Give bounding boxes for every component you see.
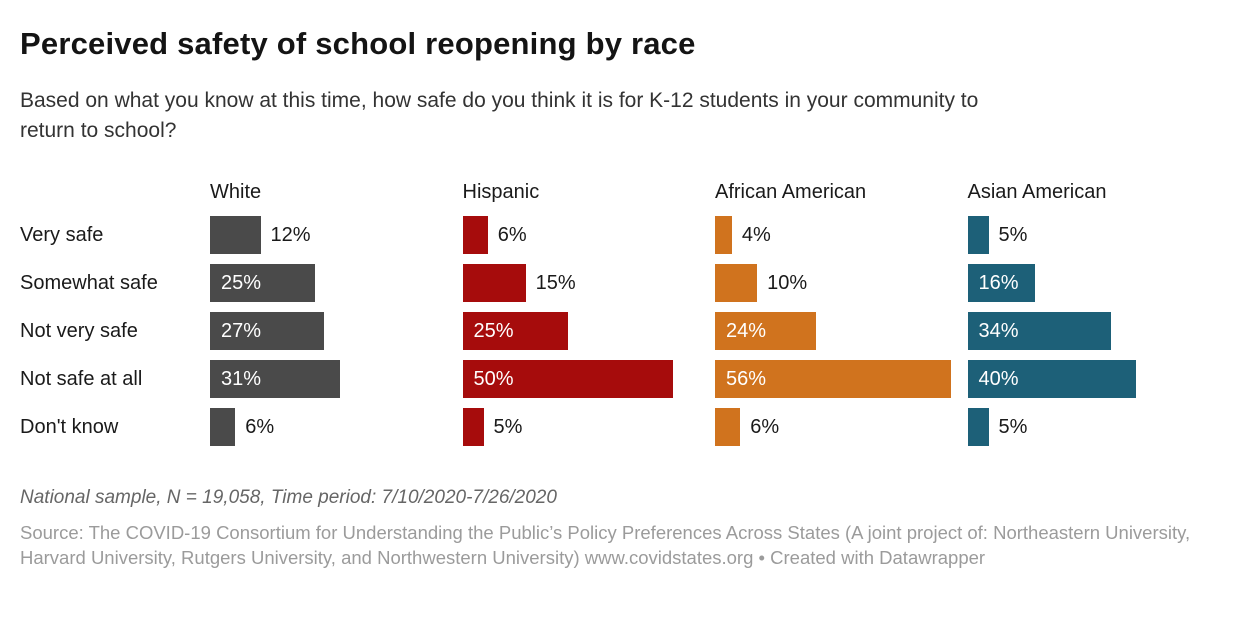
corner-cell (20, 181, 210, 205)
group-header-african-american: African American (715, 181, 867, 203)
bar-cell-asian-american-not-safe-at-all: 40% (967, 360, 1221, 398)
bar-hispanic-somewhat-safe (462, 264, 526, 302)
bar-cell-hispanic-somewhat-safe: 15% (462, 264, 716, 302)
value-label: 25% (473, 319, 514, 342)
value-label: 25% (221, 271, 262, 294)
bar-cell-white-somewhat-safe: 25% (210, 264, 463, 302)
bar-african-american-not-safe-at-all: 56% (715, 360, 951, 398)
bar-cell-hispanic-not-very-safe: 25% (462, 312, 716, 350)
value-label: 12% (270, 223, 311, 246)
value-label: 5% (493, 415, 523, 438)
bar-white-not-very-safe: 27% (210, 312, 324, 350)
row-label-very-safe: Very safe (20, 223, 104, 246)
value-label: 5% (998, 223, 1028, 246)
chart-notes: National sample, N = 19,058, Time period… (20, 487, 557, 508)
value-label: 5% (998, 415, 1028, 438)
bar-cell-hispanic-very-safe: 6% (462, 216, 716, 254)
source-label: Source: (20, 522, 84, 543)
value-label: 10% (767, 271, 808, 294)
bar-african-american-somewhat-safe (715, 264, 758, 302)
grouped-bar-chart: White Hispanic African American Asian Ameri… (20, 180, 1220, 446)
datawrapper-attribution-link[interactable]: Created with Datawrapper (770, 547, 986, 568)
bar-white-don-t-know (210, 408, 236, 446)
bar-cell-white-don-t-know: 6% (210, 408, 463, 446)
value-label: 24% (726, 319, 767, 342)
bar-african-american-very-safe (715, 216, 732, 254)
bar-cell-asian-american-not-very-safe: 34% (967, 312, 1221, 350)
bar-asian-american-don-t-know (967, 408, 989, 446)
bar-cell-white-not-safe-at-all: 31% (210, 360, 463, 398)
value-label: 16% (978, 271, 1019, 294)
bar-hispanic-very-safe (462, 216, 488, 254)
bar-cell-asian-american-don-t-know: 5% (967, 408, 1221, 446)
row-label-not-safe-at-all: Not safe at all (20, 367, 143, 390)
group-header-hispanic: Hispanic (462, 181, 540, 203)
group-header-white: White (210, 181, 262, 203)
bar-cell-hispanic-not-safe-at-all: 50% (462, 360, 716, 398)
row-label-not-very-safe: Not very safe (20, 319, 138, 342)
bar-cell-african-american-very-safe: 4% (715, 216, 968, 254)
bar-hispanic-not-safe-at-all: 50% (462, 360, 673, 398)
value-label: 56% (726, 367, 767, 390)
bar-cell-african-american-don-t-know: 6% (715, 408, 968, 446)
chart-grid: White Hispanic African American Asian Ameri… (20, 180, 1220, 446)
bar-white-not-safe-at-all: 31% (210, 360, 341, 398)
value-label: 6% (245, 415, 275, 438)
chart-title: Perceived safety of school reopening by … (20, 26, 696, 61)
value-label: 40% (978, 367, 1019, 390)
bar-cell-african-american-somewhat-safe: 10% (715, 264, 968, 302)
chart-description: Based on what you know at this time, how… (20, 89, 979, 142)
bar-cell-hispanic-don-t-know: 5% (462, 408, 716, 446)
bar-white-somewhat-safe: 25% (210, 264, 316, 302)
bar-cell-white-very-safe: 12% (210, 216, 463, 254)
bar-hispanic-not-very-safe: 25% (462, 312, 568, 350)
bar-cell-white-not-very-safe: 27% (210, 312, 463, 350)
row-label-don-t-know: Don't know (20, 415, 119, 438)
chart-source-line: Source: The COVID-19 Consortium for Unde… (20, 520, 1195, 570)
bar-cell-african-american-not-safe-at-all: 56% (715, 360, 968, 398)
bar-asian-american-very-safe (967, 216, 989, 254)
value-label: 27% (221, 319, 262, 342)
bar-cell-african-american-not-very-safe: 24% (715, 312, 968, 350)
value-label: 6% (750, 415, 780, 438)
bar-asian-american-somewhat-safe: 16% (967, 264, 1035, 302)
value-label: 31% (221, 367, 262, 390)
source-text: The COVID-19 Consortium for Understandin… (20, 522, 1191, 568)
bar-african-american-don-t-know (715, 408, 741, 446)
bar-african-american-not-very-safe: 24% (715, 312, 816, 350)
bar-cell-asian-american-very-safe: 5% (967, 216, 1221, 254)
bar-hispanic-don-t-know (462, 408, 484, 446)
value-label: 50% (473, 367, 514, 390)
value-label: 34% (978, 319, 1019, 342)
value-label: 4% (741, 223, 771, 246)
row-label-somewhat-safe: Somewhat safe (20, 271, 158, 294)
bar-asian-american-not-very-safe: 34% (967, 312, 1111, 350)
value-label: 6% (497, 223, 527, 246)
bar-cell-asian-american-somewhat-safe: 16% (967, 264, 1221, 302)
group-header-asian-american: Asian American (967, 181, 1107, 203)
bar-white-very-safe (210, 216, 261, 254)
bar-asian-american-not-safe-at-all: 40% (967, 360, 1136, 398)
value-label: 15% (535, 271, 576, 294)
bullet-separator: • (758, 547, 766, 568)
